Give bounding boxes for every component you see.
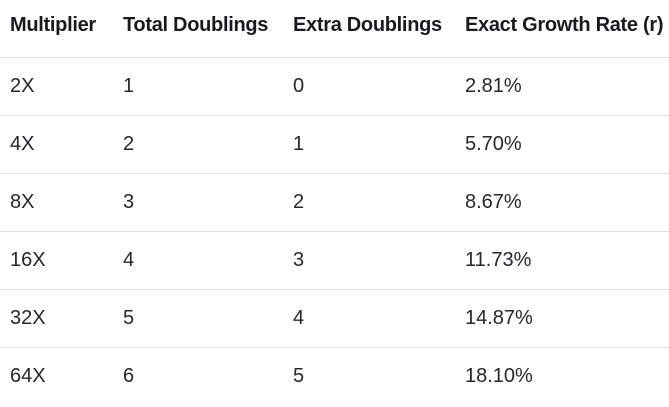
table-cell: 14.87% (455, 289, 669, 348)
table-row: 64X 6 5 18.10% (0, 347, 669, 405)
table-cell: 2 (283, 173, 455, 232)
table-cell: 3 (113, 173, 283, 232)
table-cell: 1 (283, 115, 455, 174)
table-cell: 32X (0, 289, 113, 348)
table-cell: 5 (113, 289, 283, 348)
column-header-extra-doublings: Extra Doublings (283, 0, 455, 58)
table-row: 8X 3 2 8.67% (0, 173, 669, 232)
table-cell: 18.10% (465, 364, 533, 387)
table-cell: 8X (0, 173, 113, 232)
table-row: 16X 4 3 11.73% (0, 231, 669, 290)
table-cell: 2X (0, 57, 113, 116)
table-cell: 4X (0, 115, 113, 174)
table-cell: 4 (283, 289, 455, 348)
table-cell: 1 (113, 57, 283, 116)
table-cell: 5 (293, 364, 305, 387)
table-cell: 64X (10, 364, 46, 387)
table-cell: 11.73% (455, 231, 669, 290)
table-row: 2X 1 0 2.81% (0, 57, 669, 116)
column-header-exact-growth-rate: Exact Growth Rate (r) (455, 0, 669, 58)
table-cell: 2 (113, 115, 283, 174)
table-cell: 3 (283, 231, 455, 290)
table-cell: 4 (113, 231, 283, 290)
column-header-multiplier: Multiplier (0, 0, 113, 58)
table-cell: 8.67% (455, 173, 669, 232)
table-row: 32X 5 4 14.87% (0, 289, 669, 348)
table-row: 4X 2 1 5.70% (0, 115, 669, 174)
column-header-total-doublings: Total Doublings (113, 0, 283, 58)
table-cell: 5.70% (455, 115, 669, 174)
table-cell: 16X (0, 231, 113, 290)
header-row: Multiplier Total Doublings Extra Doublin… (0, 0, 669, 58)
table-cell: 0 (283, 57, 455, 116)
table-cell: 2.81% (455, 57, 669, 116)
table-cell: 6 (123, 364, 135, 387)
